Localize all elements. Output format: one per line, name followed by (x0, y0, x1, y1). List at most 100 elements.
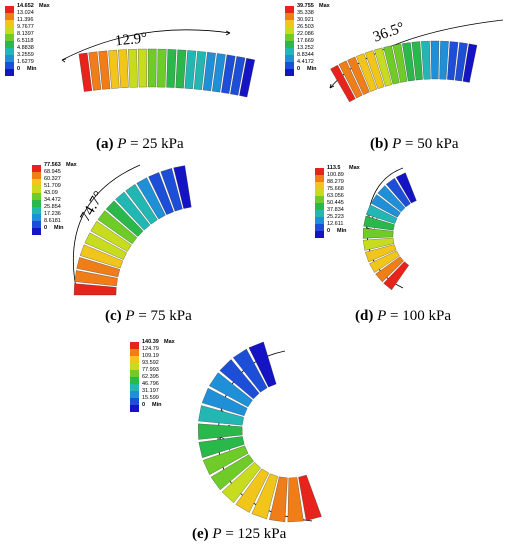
caption-b: (b) P = 50 kPa (370, 136, 459, 152)
actuator-segment (209, 372, 253, 408)
legend-max-value: 39.755 (297, 3, 314, 9)
actuator-segment (251, 473, 278, 520)
actuator-segment (374, 47, 392, 87)
actuator-segment (136, 177, 166, 220)
legend-value: 12.611 (327, 221, 344, 227)
actuator-segment (232, 348, 268, 393)
actuator-segment (128, 49, 138, 88)
legend-swatch (315, 175, 324, 182)
actuator-segment (157, 48, 167, 88)
actuator-segment (239, 58, 255, 98)
legend-swatch (5, 27, 14, 34)
legend-value: 77.993 (142, 367, 159, 373)
actuator-segment (210, 454, 254, 491)
legend-value: 8.6181 (44, 218, 61, 224)
legend-swatch (130, 391, 139, 398)
legend-swatch (315, 189, 324, 196)
legend-swatch (32, 228, 41, 235)
legend-swatch (32, 172, 41, 179)
legend-value: 30.921 (297, 17, 314, 23)
actuator-segment (201, 387, 248, 416)
legend-value: 60.327 (44, 176, 61, 182)
legend-min-value: 0 (17, 66, 21, 72)
legend-swatch (285, 41, 294, 48)
actuator-segment (221, 54, 236, 94)
actuator-segment (375, 256, 404, 283)
actuator-segment (175, 49, 187, 89)
actuator-segment (248, 341, 277, 388)
actuator-segment (84, 232, 127, 260)
legend-value: 25.854 (44, 204, 61, 210)
actuator-segment (193, 51, 207, 90)
legend-value: 6.5118 (17, 38, 34, 44)
legend-swatch (315, 224, 324, 231)
legend-value: 22.086 (297, 31, 314, 37)
panel-e: 140.39 124.79 109.19 93.592 77.993 62.395 46.7… (100, 335, 400, 550)
legend-value: 11.396 (17, 17, 34, 23)
legend-value: 9.7677 (17, 24, 34, 30)
legend-swatch (32, 214, 41, 221)
angle-arc-a (61, 29, 231, 61)
panel-c: 77.563 68.945 60.327 51.709 43.09 34.472 25.85… (0, 160, 260, 330)
legend-max-tag: Max (319, 3, 330, 9)
legend-swatch (285, 27, 294, 34)
legend-e: 140.39 124.79 109.19 93.592 77.993 62.395 46.7… (130, 339, 195, 429)
legend-swatch (130, 363, 139, 370)
legend-swatch (5, 55, 14, 62)
actuator-segment (395, 172, 417, 204)
legend-value: 93.592 (142, 360, 159, 366)
legend-swatch (315, 182, 324, 189)
caption-a: (a) P = 25 kPa (96, 136, 184, 152)
legend-swatch (32, 179, 41, 186)
legend-b: 39.755 35.338 30.921 26.503 22.086 17.669 13.2… (285, 3, 345, 83)
legend-c: 77.563 68.945 60.327 51.709 43.09 34.472 25.85… (32, 162, 92, 242)
legend-value: 31.197 (142, 388, 159, 394)
legend-swatch (32, 221, 41, 228)
actuator-segment (330, 64, 356, 103)
legend-value: 25.223 (327, 214, 344, 220)
actuator-segment (365, 244, 397, 263)
actuator-segment (377, 185, 406, 213)
legend-swatch (32, 200, 41, 207)
legend-a: 14.652 13.024 11.396 9.7677 8.1397 6.5118 4.88… (5, 3, 65, 98)
actuator-segment (338, 60, 363, 99)
legend-value: 1.6279 (17, 59, 34, 65)
actuator-segment (392, 43, 408, 83)
legend-min-value: 0 (327, 228, 331, 234)
actuator-segment (447, 41, 459, 81)
caption-c: (c) P = 75 kPa (105, 308, 192, 324)
legend-swatch (5, 13, 14, 20)
actuator-segment (347, 56, 370, 95)
legend-value: 8.1397 (17, 31, 34, 37)
actuator-segment (219, 359, 260, 400)
legend-min-value: 0 (44, 225, 48, 231)
actuator-segment (365, 204, 398, 224)
legend-min-tag: Min (27, 66, 37, 72)
legend-swatch (32, 186, 41, 193)
legend-swatch (32, 207, 41, 214)
legend-swatch (315, 217, 324, 224)
actuator-segment (363, 215, 395, 231)
legend-max-tag: Max (66, 162, 77, 168)
legend-swatch (285, 20, 294, 27)
actuator-segment (73, 283, 117, 296)
legend-value: 100.89 (327, 172, 344, 178)
legend-value: 37.834 (327, 207, 344, 213)
actuator-segment (298, 474, 322, 521)
actuator-segment (202, 52, 216, 92)
legend-max-value: 14.652 (17, 3, 34, 9)
actuator-segment (76, 257, 120, 278)
actuator-segment (230, 56, 246, 96)
legend-d: 113.5 100.89 88.279 75.668 63.056 50.445 37.83… (315, 165, 375, 238)
actuator-segment (198, 405, 244, 426)
legend-value: 17.236 (44, 211, 61, 217)
angle-arc-c (72, 164, 141, 289)
legend-swatch (5, 6, 14, 13)
legend-swatch (5, 69, 14, 76)
actuator-d: 118° (362, 167, 417, 291)
actuator-c: 74.7° (72, 164, 192, 296)
legend-value: 8.8344 (297, 52, 314, 58)
legend-value: 35.338 (297, 10, 314, 16)
legend-swatch (285, 13, 294, 20)
legend-swatch (5, 20, 14, 27)
